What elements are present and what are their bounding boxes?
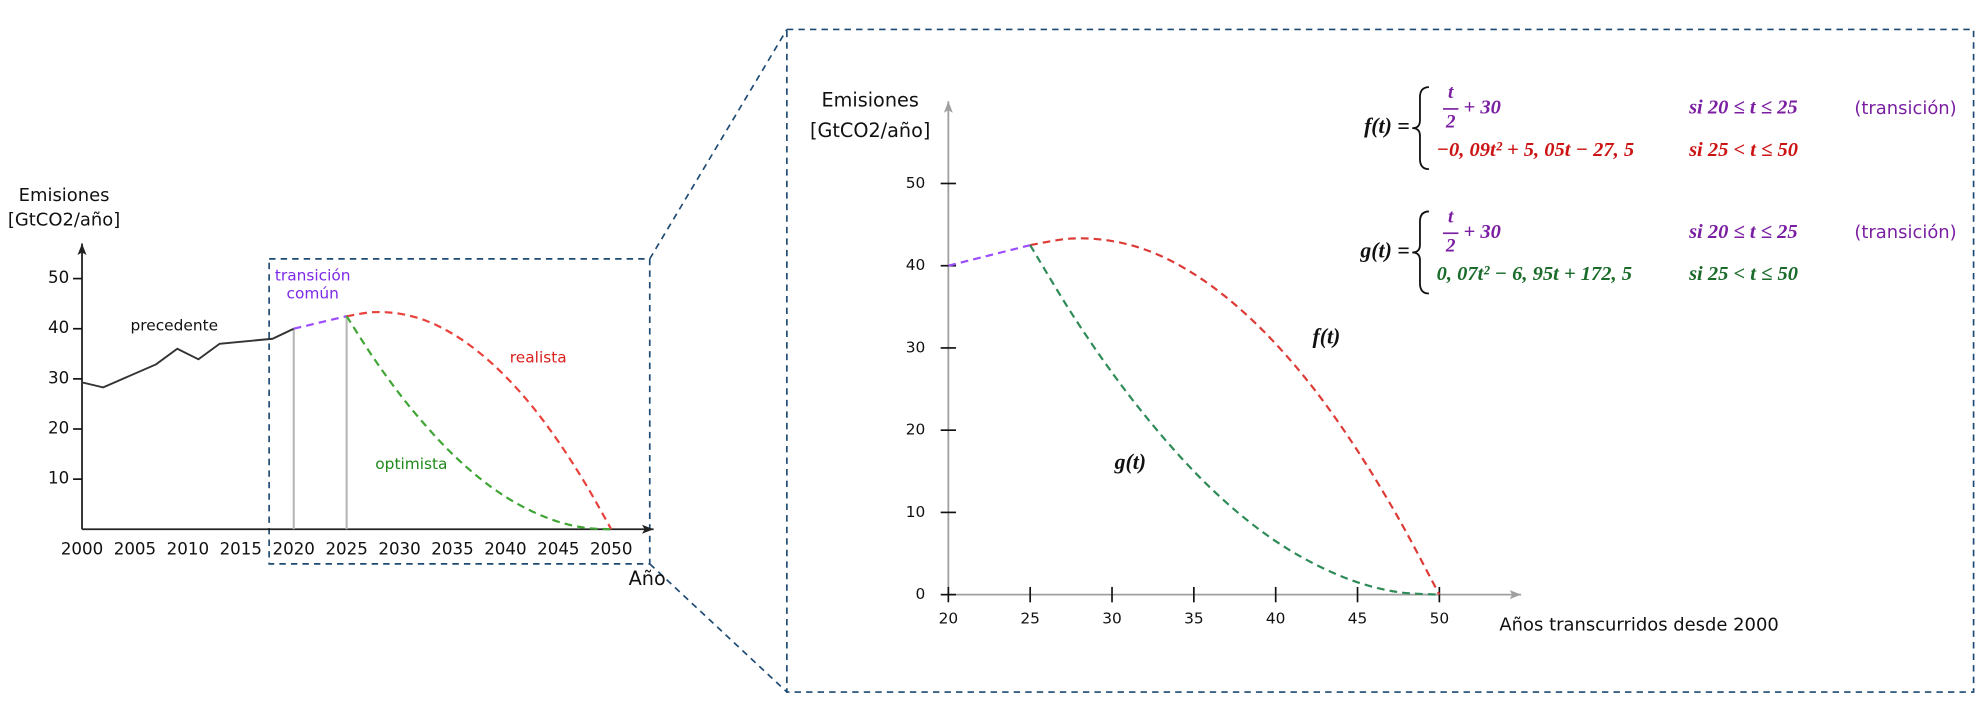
fraction-denominator: 2 bbox=[1445, 111, 1456, 132]
series-line bbox=[81, 327, 295, 389]
x-tick-label: 2045 bbox=[537, 539, 579, 558]
y-tick-label: 30 bbox=[906, 338, 926, 356]
series-line bbox=[1029, 244, 1440, 596]
equation-condition: si 20 ≤ t ≤ 25 bbox=[1688, 221, 1798, 243]
equation-condition: si 25 < t ≤ 50 bbox=[1688, 139, 1798, 161]
series-label: transición común bbox=[274, 266, 351, 303]
axis-arrow bbox=[1509, 590, 1522, 600]
zoom-frame bbox=[268, 28, 1975, 693]
series-line bbox=[346, 310, 613, 530]
axis-arrow bbox=[943, 101, 953, 113]
equation-expression: + 30 bbox=[1464, 97, 1501, 119]
x-tick-label: 2005 bbox=[114, 539, 156, 558]
series-line bbox=[293, 315, 347, 330]
x-tick-label: 2035 bbox=[431, 539, 473, 558]
equation-lhs: g(t) = bbox=[1359, 238, 1409, 262]
series-line bbox=[948, 244, 1031, 267]
brace bbox=[1412, 210, 1429, 295]
x-tick-label: 2040 bbox=[484, 539, 526, 558]
equation-expression: 0, 07t² − 6, 95t + 172, 5 bbox=[1437, 263, 1632, 285]
equation-note: (transición) bbox=[1854, 98, 1956, 119]
x-tick-label: 35 bbox=[1184, 609, 1204, 627]
x-tick-label: 2000 bbox=[61, 539, 103, 558]
zoom-box bbox=[268, 258, 651, 565]
x-tick-label: 25 bbox=[1020, 609, 1040, 627]
series-line bbox=[345, 315, 612, 531]
x-axis-label: Años transcurridos desde 2000 bbox=[1499, 614, 1778, 635]
y-tick-label: 50 bbox=[48, 268, 69, 287]
connector bbox=[649, 29, 788, 260]
y-tick-label: 40 bbox=[906, 256, 926, 274]
x-tick-label: 2030 bbox=[378, 539, 420, 558]
series-label: f(t) bbox=[1313, 324, 1341, 348]
y-tick-label: 20 bbox=[906, 421, 926, 439]
equation-condition: si 25 < t ≤ 50 bbox=[1688, 263, 1798, 285]
equation-condition: si 20 ≤ t ≤ 25 bbox=[1688, 97, 1798, 119]
y-axis-label: Emisiones [GtCO2/año] bbox=[7, 185, 121, 231]
series-label: g(t) bbox=[1114, 450, 1146, 474]
x-tick-label: 40 bbox=[1266, 609, 1286, 627]
x-axis-label: Año bbox=[629, 567, 666, 590]
equation-expression: −0, 09t² + 5, 05t − 27, 5 bbox=[1437, 139, 1635, 161]
equation-note: (transición) bbox=[1854, 222, 1956, 243]
detail-box bbox=[786, 28, 1975, 693]
brace bbox=[1412, 86, 1429, 171]
y-tick-label: 40 bbox=[48, 318, 69, 337]
x-tick-label: 30 bbox=[1102, 609, 1122, 627]
y-tick-label: 10 bbox=[48, 469, 69, 488]
axis-arrow bbox=[77, 243, 87, 256]
x-tick-label: 2020 bbox=[273, 539, 315, 558]
fraction-numerator: t bbox=[1448, 82, 1454, 103]
series-line bbox=[1030, 237, 1441, 596]
series-label: precedente bbox=[130, 316, 219, 335]
fraction-denominator: 2 bbox=[1445, 236, 1456, 257]
y-axis-label: Emisiones [GtCO2/año] bbox=[809, 88, 931, 143]
x-tick-label: 2015 bbox=[220, 539, 262, 558]
axis-arrow bbox=[642, 524, 654, 534]
x-tick-label: 2025 bbox=[325, 539, 367, 558]
equation-lhs: f(t) = bbox=[1364, 114, 1410, 138]
y-tick-label: 20 bbox=[48, 419, 69, 438]
y-tick-label: 10 bbox=[906, 503, 926, 521]
x-tick-label: 50 bbox=[1430, 609, 1450, 627]
x-tick-label: 2010 bbox=[167, 539, 209, 558]
x-tick-label: 20 bbox=[939, 609, 959, 627]
x-tick-label: 45 bbox=[1348, 609, 1368, 627]
series-label: optimista bbox=[375, 454, 448, 473]
y-tick-label: 30 bbox=[48, 368, 69, 387]
connector bbox=[649, 563, 788, 693]
y-tick-label: 50 bbox=[906, 174, 926, 192]
series-label: realista bbox=[509, 348, 567, 367]
x-tick-label: 2050 bbox=[590, 539, 632, 558]
equation-expression: + 30 bbox=[1464, 221, 1501, 243]
y-tick-label: 0 bbox=[915, 585, 925, 603]
fraction-numerator: t bbox=[1448, 206, 1454, 227]
